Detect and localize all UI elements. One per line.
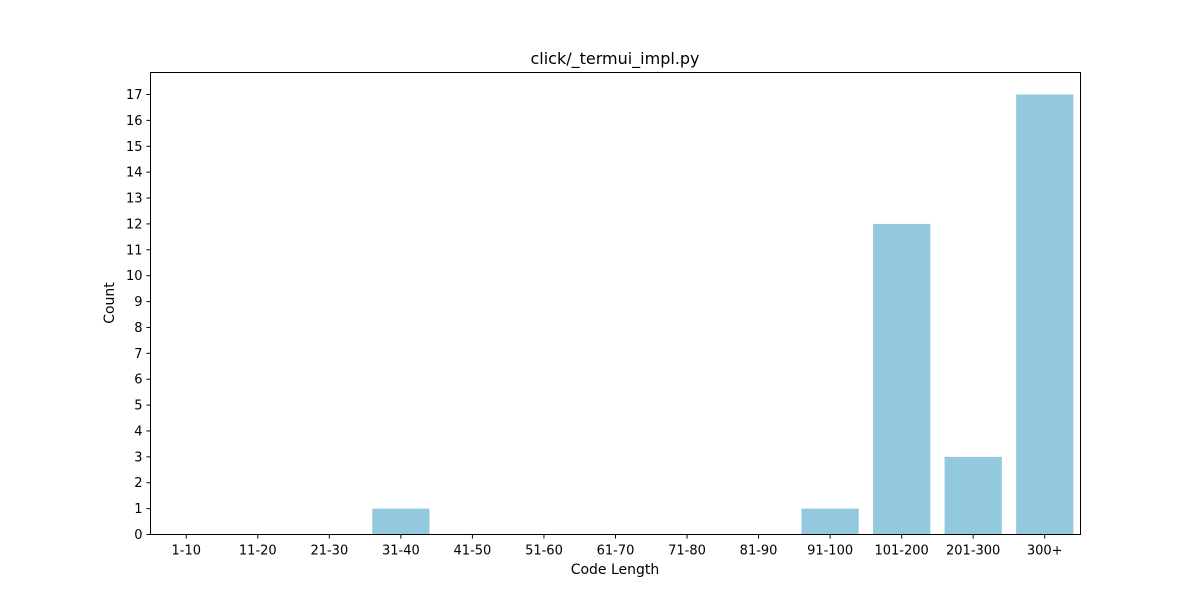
x-tick-label: 81-90 bbox=[740, 544, 778, 559]
y-tick-label: 5 bbox=[134, 399, 142, 414]
y-tick-label: 16 bbox=[126, 114, 143, 129]
bars-group bbox=[372, 94, 1074, 535]
y-tick-label: 13 bbox=[126, 192, 143, 207]
x-tick-label: 1-10 bbox=[172, 544, 202, 559]
y-tick-label: 15 bbox=[126, 140, 143, 155]
x-tick-label: 11-20 bbox=[239, 544, 277, 559]
y-tick-label: 9 bbox=[134, 295, 142, 310]
x-axis-label: Code Length bbox=[571, 562, 660, 578]
y-tick-label: 3 bbox=[134, 450, 142, 465]
x-tick-label: 91-100 bbox=[807, 544, 853, 559]
x-tick-label: 71-80 bbox=[668, 544, 706, 559]
y-tick-label: 6 bbox=[134, 373, 142, 388]
x-tick-label: 101-200 bbox=[874, 544, 928, 559]
x-tick-label: 300+ bbox=[1027, 544, 1063, 559]
x-axis: 1-10 11-20 21-30 31-40 41-50 51-60 61-70 71-80 8… bbox=[172, 534, 1063, 559]
y-tick-label: 12 bbox=[126, 217, 143, 232]
bar-91-100 bbox=[801, 508, 859, 535]
y-tick-label: 17 bbox=[126, 88, 143, 103]
y-tick-label: 14 bbox=[126, 166, 143, 181]
x-tick-label: 51-60 bbox=[525, 544, 563, 559]
y-tick-label: 0 bbox=[134, 528, 142, 543]
y-tick-label: 11 bbox=[126, 243, 143, 258]
y-axis-label: Count bbox=[102, 282, 118, 324]
bar-300+ bbox=[1016, 94, 1074, 535]
y-tick-label: 8 bbox=[134, 321, 142, 336]
x-tick-label: 201-300 bbox=[946, 544, 1000, 559]
chart-title: click/_termui_impl.py bbox=[530, 49, 699, 69]
bar-101-200 bbox=[873, 223, 931, 535]
y-tick-label: 1 bbox=[134, 502, 142, 517]
x-tick-label: 31-40 bbox=[382, 544, 420, 559]
y-tick-label: 10 bbox=[126, 269, 143, 284]
x-tick-label: 21-30 bbox=[310, 544, 348, 559]
y-tick-label: 7 bbox=[134, 347, 142, 362]
plot-frame bbox=[150, 72, 1081, 535]
y-tick-label: 4 bbox=[134, 424, 142, 439]
x-tick-label: 61-70 bbox=[597, 544, 635, 559]
x-tick-label: 41-50 bbox=[454, 544, 492, 559]
bar-201-300 bbox=[944, 456, 1002, 535]
y-tick-label: 2 bbox=[134, 476, 142, 491]
bar-31-40 bbox=[372, 508, 430, 535]
